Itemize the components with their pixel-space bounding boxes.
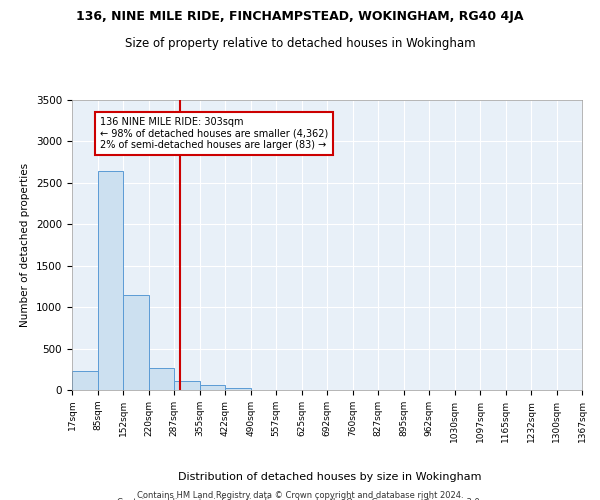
Y-axis label: Number of detached properties: Number of detached properties [20,163,31,327]
Bar [123,294,149,390]
Bar [72,371,98,390]
Bar [225,388,251,390]
Text: Contains HM Land Registry data © Crown copyright and database right 2024.: Contains HM Land Registry data © Crown c… [137,491,463,500]
Bar [149,368,174,390]
Bar [174,381,200,390]
Bar [200,386,225,390]
Text: 136, NINE MILE RIDE, FINCHAMPSTEAD, WOKINGHAM, RG40 4JA: 136, NINE MILE RIDE, FINCHAMPSTEAD, WOKI… [76,10,524,23]
Text: Size of property relative to detached houses in Wokingham: Size of property relative to detached ho… [125,38,475,51]
Text: Distribution of detached houses by size in Wokingham: Distribution of detached houses by size … [178,472,482,482]
Text: 136 NINE MILE RIDE: 303sqm
← 98% of detached houses are smaller (4,362)
2% of se: 136 NINE MILE RIDE: 303sqm ← 98% of deta… [100,116,328,150]
Bar [98,172,123,390]
Text: Contains public sector information licensed under the Open Government Licence v3: Contains public sector information licen… [118,498,482,500]
